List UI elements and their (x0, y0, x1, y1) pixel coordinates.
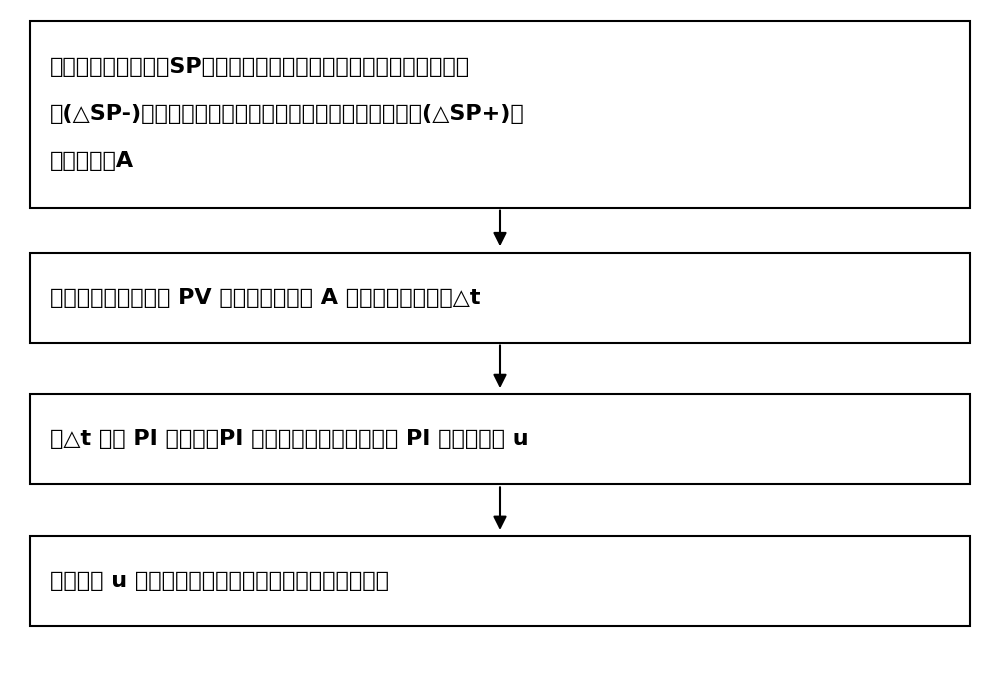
Text: 将定子冷却水过程值 PV 减去上述计算值 A 得到温度偏差信号△t: 将定子冷却水过程值 PV 减去上述计算值 A 得到温度偏差信号△t (50, 288, 480, 307)
Bar (30, 536, 970, 626)
Text: 将△t 输入 PI 控制器，PI 控制器基于控制参数计算 PI 运算输出量 u: 将△t 输入 PI 控制器，PI 控制器基于控制参数计算 PI 运算输出量 u (50, 430, 529, 449)
Bar (30, 253, 970, 343)
Text: 将定子冷却水设定值SP，减去启风机对定子冷却水温度设定值的修正: 将定子冷却水设定值SP，减去启风机对定子冷却水温度设定值的修正 (50, 57, 470, 77)
Bar (30, 394, 970, 484)
Bar (30, 21, 970, 208)
Text: 值(△SP-)，加上停风机对定子冷却水温度设定值的修正值(△SP+)，: 值(△SP-)，加上停风机对定子冷却水温度设定值的修正值(△SP+)， (50, 104, 525, 124)
Text: 得到计算值A: 得到计算值A (50, 152, 134, 171)
Text: 将输出量 u 作用于定子冷却水调阀调节定子冷却水温度: 将输出量 u 作用于定子冷却水调阀调节定子冷却水温度 (50, 572, 389, 591)
